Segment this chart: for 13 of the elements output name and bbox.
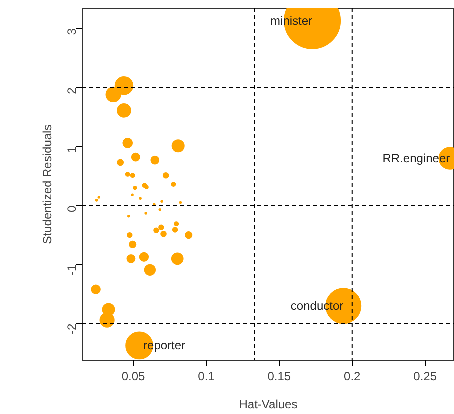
y-tick-label: 1	[65, 146, 79, 154]
y-tick-label: 3	[65, 28, 79, 36]
x-tick-label: 0.1	[198, 370, 216, 384]
x-axis-title: Hat-Values	[239, 398, 298, 412]
x-tick-label: 0.25	[414, 370, 438, 384]
y-tick-label: -2	[65, 324, 79, 335]
y-axis-title: Studentized Residuals	[40, 124, 54, 244]
y-tick-label: 0	[65, 205, 79, 212]
x-tick-label: 0.05	[122, 370, 146, 384]
y-tick-label: 2	[65, 87, 79, 94]
x-tick-label: 0.2	[344, 370, 362, 384]
y-tick-label: -1	[65, 264, 79, 276]
x-tick-label: 0.15	[268, 370, 292, 384]
